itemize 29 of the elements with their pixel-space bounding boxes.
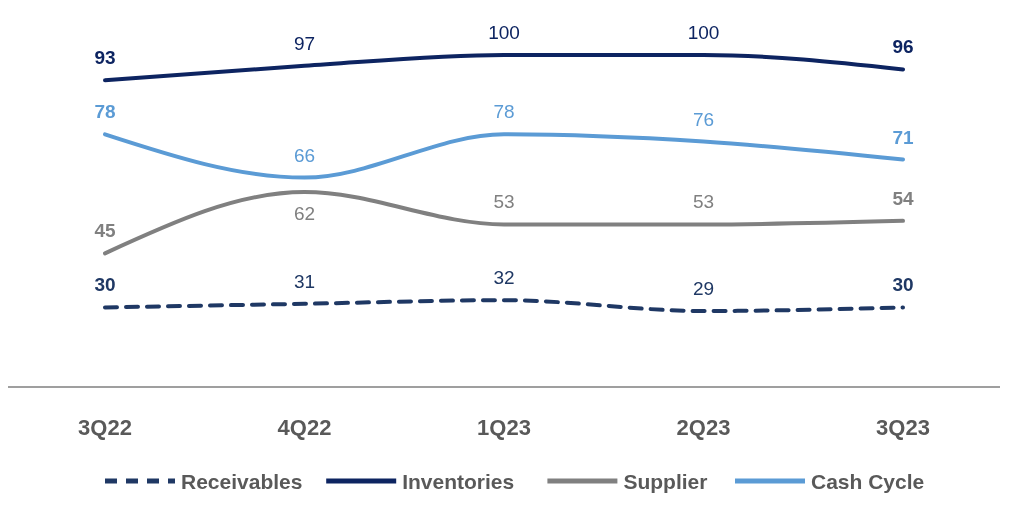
x-tick-label: 1Q23 (477, 415, 531, 440)
data-label: 76 (692, 108, 715, 130)
data-label: 93 (94, 47, 116, 69)
x-tick-label: 2Q23 (676, 415, 731, 440)
data-label: 100 (687, 22, 720, 43)
data-label: 97 (293, 32, 316, 54)
data-label: 32 (493, 267, 515, 289)
data-label: 100 (488, 22, 520, 43)
data-label: 78 (493, 101, 515, 123)
data-label: 71 (892, 126, 914, 148)
data-label: 53 (692, 191, 715, 213)
data-label: 45 (94, 220, 116, 242)
data-label: 29 (692, 278, 715, 299)
legend-label: Cash Cycle (811, 470, 925, 493)
data-label: 31 (293, 270, 316, 292)
data-label: 53 (493, 191, 515, 213)
data-label: 62 (293, 203, 316, 225)
legend-label: Receivables (181, 470, 303, 493)
x-tick-label: 4Q22 (277, 415, 332, 440)
data-label: 30 (892, 274, 914, 296)
x-tick-label: 3Q23 (876, 415, 930, 440)
legend-label: Supplier (623, 470, 708, 493)
x-tick-label: 3Q22 (78, 415, 132, 440)
data-label: 96 (892, 36, 914, 58)
data-label: 54 (892, 187, 914, 209)
data-label: 78 (94, 101, 116, 123)
data-label: 66 (293, 144, 316, 166)
data-label: 30 (94, 274, 116, 296)
legend-label: Inventories (402, 470, 515, 493)
